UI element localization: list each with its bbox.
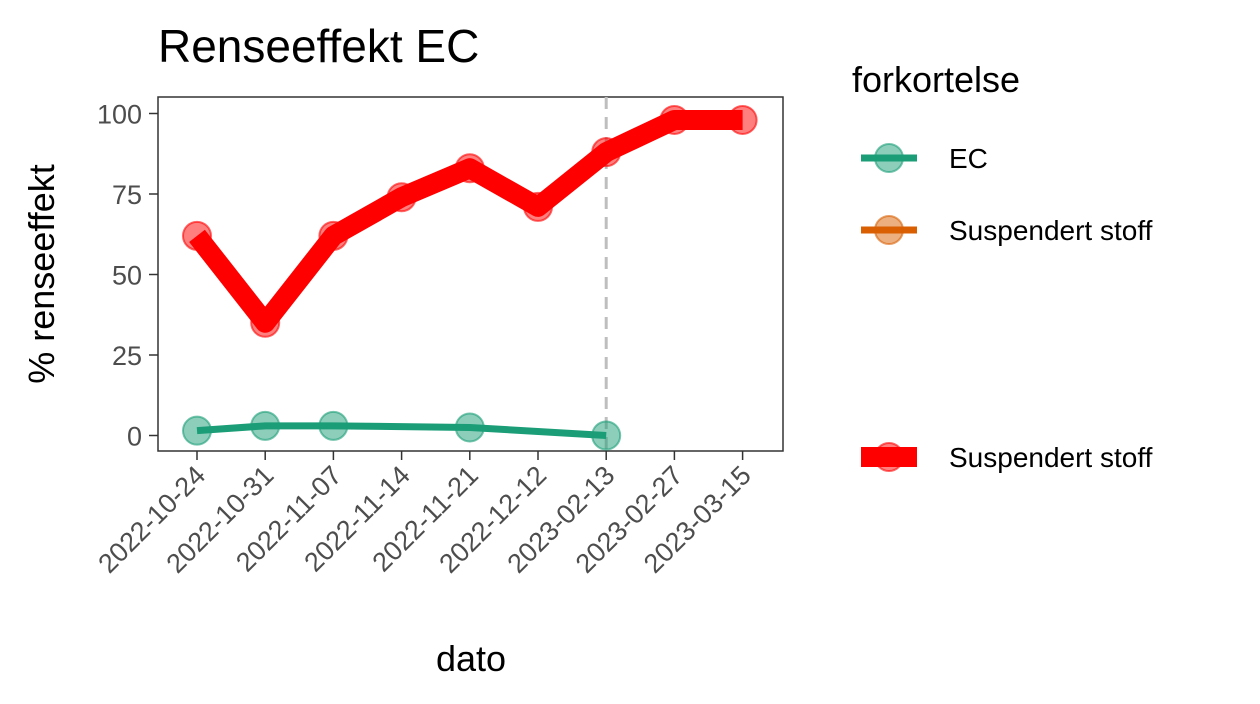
y-axis-title: % renseeffekt <box>21 164 62 383</box>
legend: EC Suspendert stoff Suspendert stoff <box>861 143 1153 473</box>
series-layer <box>182 104 758 451</box>
x-axis-title: dato <box>436 638 506 679</box>
y-tick-label: 25 <box>112 341 142 371</box>
y-tick-label: 100 <box>97 100 142 130</box>
plot-panel <box>157 96 784 452</box>
legend-entry: Suspendert stoff <box>861 442 1153 473</box>
legend-key-marker <box>874 215 904 245</box>
y-axis: 0 25 50 75 100 <box>97 100 158 452</box>
legend-entry: EC <box>861 143 988 174</box>
legend-label: Suspendert stoff <box>949 215 1153 246</box>
legend-label: EC <box>949 143 988 174</box>
y-tick-label: 50 <box>112 261 142 291</box>
series-line <box>196 422 607 439</box>
y-tick-label: 75 <box>112 180 142 210</box>
series-line <box>189 109 743 333</box>
legend-entry: Suspendert stoff <box>861 215 1153 246</box>
chart-title: Renseeffekt EC <box>158 20 479 72</box>
x-axis: 2022-10-242022-10-312022-11-072022-11-14… <box>92 451 757 579</box>
y-tick-label: 0 <box>127 422 142 452</box>
legend-key-marker <box>874 442 904 472</box>
legend-key-marker <box>874 143 904 173</box>
series-1 <box>182 104 758 338</box>
series-0 <box>182 410 622 451</box>
legend-label: Suspendert stoff <box>949 442 1153 473</box>
legend-title: forkortelse <box>852 59 1020 100</box>
